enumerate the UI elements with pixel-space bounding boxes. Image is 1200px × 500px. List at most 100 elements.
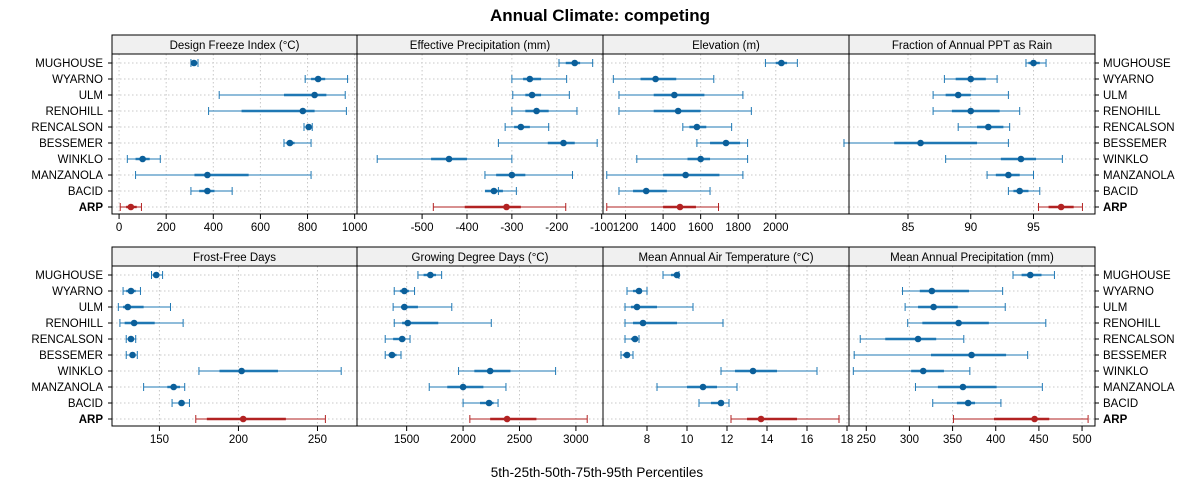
site-label-right: WYARNO [1103,74,1154,86]
interval-bacid [932,399,1002,407]
interval-arp [469,415,588,423]
x-tick-label: -100 [590,222,613,234]
site-label-right: BACID [1103,398,1138,410]
interval-renohill [907,319,1047,327]
interval-wyarno [943,75,998,83]
median-point [1030,59,1037,67]
median-point [299,107,307,115]
interval-manzanola [143,383,186,391]
site-label-right: ULM [1103,302,1127,314]
x-tick-label: 1200 [613,222,639,234]
site-label-left: RENCALSON [31,122,103,134]
panel: Mean Annual Precipitation (mm) 250 300 350 4… [848,246,1096,446]
interval-wyarno [393,287,416,295]
interval-wyarno [511,75,568,83]
median-point [401,303,408,311]
interval-mughouse [558,59,594,67]
median-point [673,271,681,279]
median-point [699,383,707,391]
interval-bacid [462,399,499,407]
x-tick-label: 1600 [688,222,714,234]
panel-title: Mean Annual Precipitation (mm) [890,252,1054,264]
interval-bessemer [283,139,312,147]
median-point [485,399,493,407]
interval-renohill [511,107,578,115]
median-point [1017,155,1025,163]
median-point [671,91,678,99]
median-point [517,123,525,131]
median-point [1026,271,1034,279]
interval-wyarno [902,287,1004,295]
interval-rencalson [504,123,550,131]
x-tick-label: 14 [761,434,774,446]
interval-mughouse [1012,271,1055,279]
median-point [311,91,318,99]
site-label-left: WINKLO [58,154,103,166]
interval-rencalson [859,335,965,343]
median-point [404,319,412,327]
site-label-right: WINKLO [1103,366,1148,378]
median-point [127,335,135,343]
interval-ulm [904,303,1006,311]
median-point [503,415,511,423]
median-point [204,171,211,179]
interval-ulm [117,303,171,311]
median-point [239,415,247,423]
median-point [486,367,494,375]
median-point [697,155,704,163]
site-label-right: RENCALSON [1103,122,1175,134]
median-point [305,123,313,131]
site-label-left: ARP [79,202,104,214]
interval-wyarno [304,75,349,83]
median-point [959,383,967,391]
site-label-right: RENOHILL [1103,106,1161,118]
interval-renohill [624,319,724,327]
median-point [917,139,924,147]
interval-manzanola [914,383,1043,391]
x-tick-label: 250 [857,434,876,446]
median-point [1031,415,1038,423]
site-label-left: ULM [79,90,103,102]
interval-mughouse [1025,59,1047,67]
median-point [571,59,579,67]
x-tick-label: 12 [721,434,734,446]
interval-bessemer [843,139,1009,147]
median-point [503,203,510,211]
median-point [459,383,467,391]
interval-renohill [208,107,347,115]
x-tick-label: -200 [545,222,568,234]
median-point [693,123,701,131]
site-label-right: ARP [1103,202,1128,214]
x-tick-label: 400 [986,434,1005,446]
interval-winklo [458,367,557,375]
panel: Frost-Free Days 150 200 250 [111,246,358,446]
site-label-right: WYARNO [1103,286,1154,298]
median-point [676,203,684,211]
median-point [631,335,639,343]
site-label-left: WINKLO [58,366,103,378]
median-point [639,319,647,327]
median-point [314,75,322,83]
median-point [388,351,396,359]
median-point [955,319,962,327]
panel-title: Effective Precipitation (mm) [410,40,551,52]
median-point [526,75,534,83]
x-tick-label: -300 [500,222,523,234]
site-label-right: RENCALSON [1103,334,1175,346]
interval-winklo [945,155,1063,163]
median-point [178,399,185,407]
median-point [633,303,641,311]
median-point [722,139,730,147]
x-tick-label: 450 [1029,434,1048,446]
interval-bessemer [696,139,749,147]
x-tick-label: 200 [229,434,248,446]
median-point [968,351,975,359]
panel: Mean Annual Air Temperature (°C) 8 10 12 14 1… [602,246,853,446]
interval-winklo [720,367,818,375]
interval-bacid [698,399,730,407]
x-tick-label: 10 [681,434,694,446]
x-tick-label: 2000 [763,222,789,234]
median-point [623,351,631,359]
median-point [635,287,643,295]
